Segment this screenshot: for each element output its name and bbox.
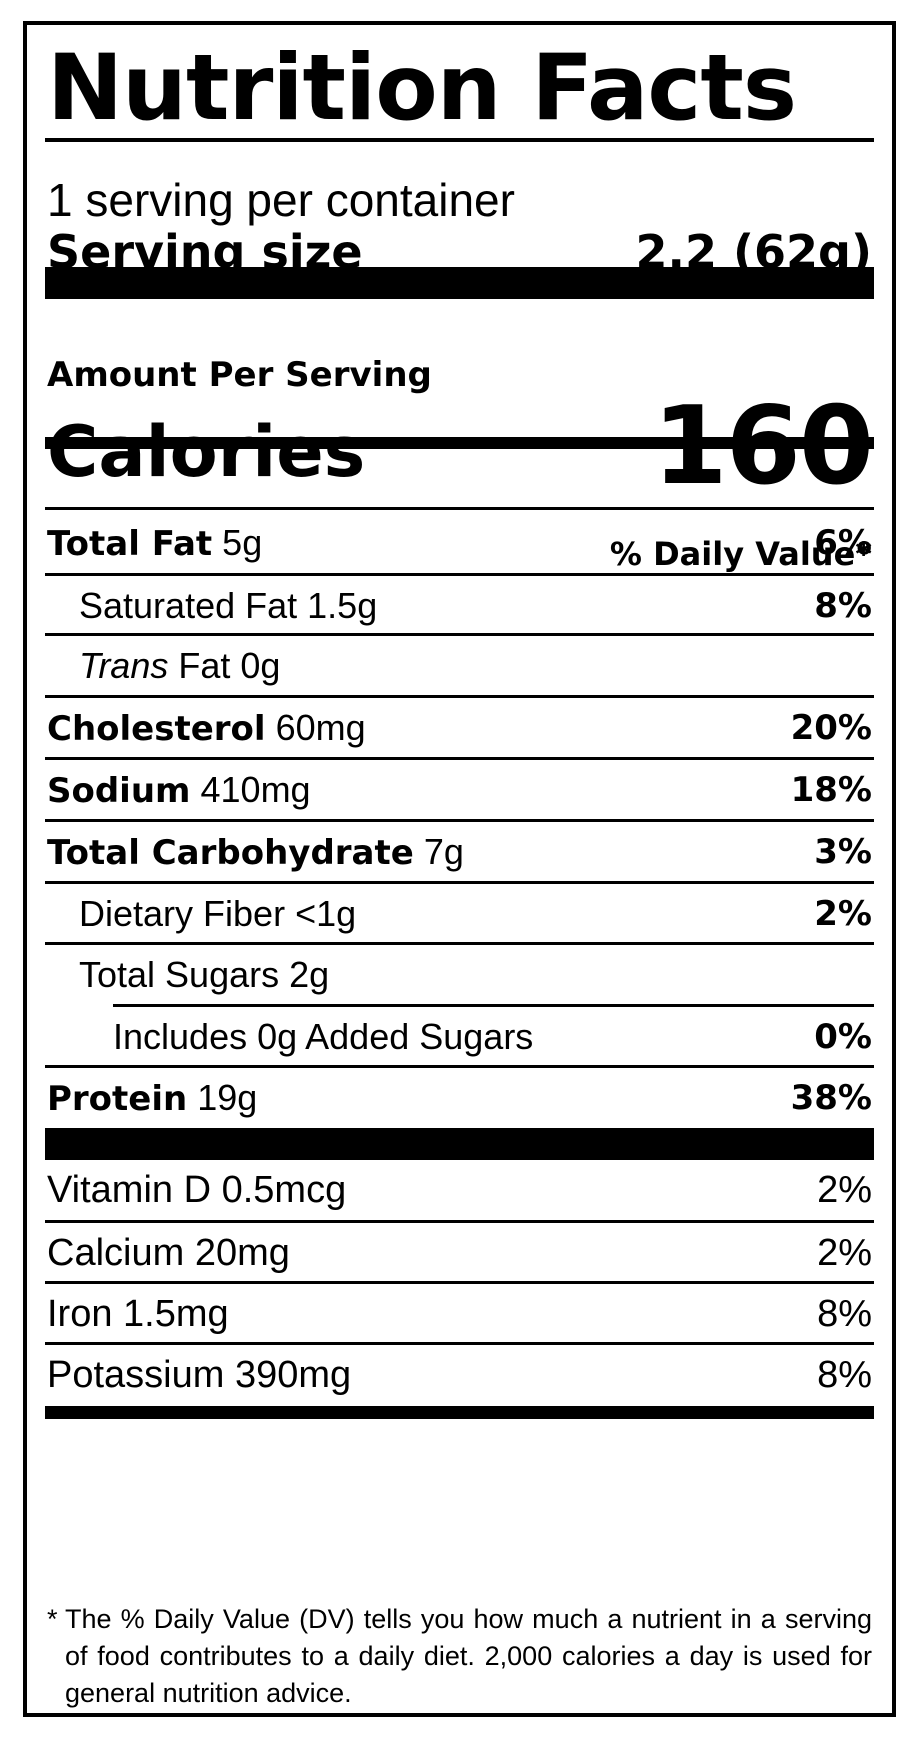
indented-divider [113,1004,874,1007]
divider [45,881,874,884]
nutrient-label: Sodium [47,771,191,811]
amount-per-serving: Amount Per Serving [47,355,432,395]
nutrient-label: Cholesterol [47,709,266,749]
nutrient-row-total-carbohydrate: Total Carbohydrate 7g 3% [45,822,874,882]
vitamin-label: Potassium [47,1354,225,1396]
nutrient-row-total-sugars: Total Sugars 2g [45,945,874,1005]
vitamin-label: Iron [47,1293,113,1335]
divider [45,573,874,576]
divider [45,633,874,636]
daily-value-header: % Daily Value* [609,535,872,573]
nutrient-amount: 2g [289,954,330,995]
divider [45,695,874,698]
divider [45,819,874,822]
nutrient-daily-value: 3% [814,832,872,872]
vitamin-row-iron: Iron 1.5mg 8% [45,1284,874,1344]
nutrient-label: Fat [178,645,231,686]
nutrition-facts-label: Nutrition Facts 1 serving per container … [23,21,896,1717]
nutrient-label: Saturated Fat [79,585,298,626]
thick-divider [45,1128,874,1160]
vitamin-row-calcium: Calcium 20mg 2% [45,1223,874,1283]
footnote: * The % Daily Value (DV) tells you how m… [47,1601,872,1712]
vitamin-row-potassium: Potassium 390mg 8% [45,1345,874,1405]
nutrient-row-added-sugars: Includes 0g Added Sugars 0% [45,1007,874,1067]
nutrient-amount: 19g [197,1077,258,1118]
nutrient-daily-value: 20% [790,708,872,748]
thick-divider [45,267,874,299]
divider [45,1220,874,1223]
footnote-asterisk: * [47,1604,58,1634]
nutrient-label-italic: Trans [79,645,169,686]
divider [45,507,874,510]
medium-divider [45,437,874,449]
nutrient-daily-value: 6% [814,523,872,563]
vitamin-amount: 390mg [234,1354,352,1396]
divider [45,1065,874,1068]
nutrient-row-sodium: Sodium 410mg 18% [45,760,874,820]
nutrient-daily-value: 0% [814,1017,872,1057]
vitamin-amount: 1.5mg [123,1293,229,1335]
nutrient-amount: 0g [240,645,281,686]
nutrient-row-protein: Protein 19g 38% [45,1068,874,1128]
nutrient-row-dietary-fiber: Dietary Fiber <1g 2% [45,884,874,944]
nutrient-amount: 1.5g [307,585,378,626]
nutrient-row-saturated-fat: Saturated Fat 1.5g 8% [45,576,874,636]
nutrient-daily-value: 2% [814,894,872,934]
vitamin-amount: 20mg [194,1232,290,1274]
vitamin-daily-value: 2% [817,1169,872,1211]
footnote-text: The % Daily Value (DV) tells you how muc… [65,1604,872,1708]
nutrient-daily-value: 8% [814,586,872,626]
label-content: Nutrition Facts 1 serving per container … [45,25,874,1713]
divider [45,1281,874,1284]
vitamin-label: Calcium [47,1232,185,1274]
nutrient-amount: <1g [295,893,357,934]
nutrient-label: Includes 0g Added Sugars [113,1016,534,1057]
nutrient-amount: 5g [222,522,263,563]
nutrient-row-trans-fat: Trans Fat 0g [45,636,874,696]
vitamin-row-vitamin-d: Vitamin D 0.5mcg 2% [45,1160,874,1220]
vitamin-daily-value: 2% [817,1232,872,1274]
nutrient-label: Total Carbohydrate [47,833,414,873]
nutrient-label: Dietary Fiber [79,893,286,934]
vitamin-amount: 0.5mcg [221,1169,347,1211]
calories-label: Calories [47,411,366,493]
nutrient-row-cholesterol: Cholesterol 60mg 20% [45,698,874,758]
divider [45,942,874,945]
nutrient-row-total-fat: Total Fat 5g 6% [45,513,874,573]
vitamin-daily-value: 8% [817,1293,872,1335]
nutrient-amount: 60mg [275,707,366,748]
nutrient-amount: 410mg [200,769,311,810]
nutrient-label: Protein [47,1079,188,1119]
divider [45,757,874,760]
vitamin-daily-value: 8% [817,1354,872,1396]
vitamin-label: Vitamin D [47,1169,212,1211]
nutrient-daily-value: 18% [790,770,872,810]
divider [45,1342,874,1345]
nutrient-label: Total Sugars [79,954,280,995]
nutrient-daily-value: 38% [790,1078,872,1118]
label-title: Nutrition Facts [47,36,797,141]
medium-divider [45,1406,874,1419]
servings-per-container: 1 serving per container [47,174,515,226]
nutrient-label: Total Fat [47,524,213,564]
nutrient-amount: 7g [423,831,464,872]
divider [45,138,874,142]
